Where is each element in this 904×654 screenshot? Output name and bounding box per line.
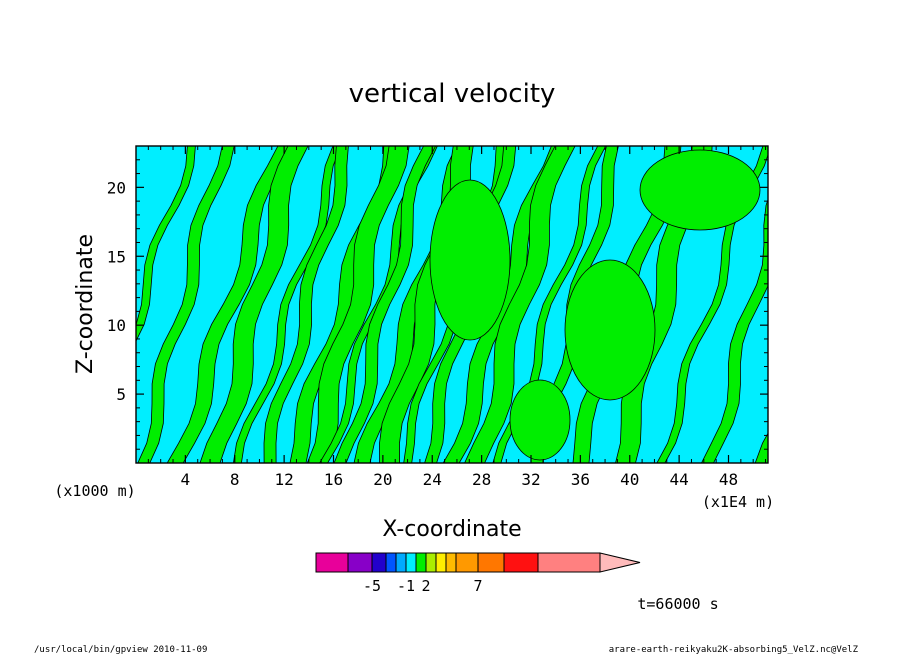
x-tick-label: 40 (620, 470, 639, 489)
positive-band (199, 146, 309, 463)
colorbar-swatch (477, 552, 505, 573)
colorbar-swatch (415, 552, 427, 573)
positive-band (492, 146, 607, 463)
colorbar-swatch (371, 552, 387, 573)
x-axis: 4 8 12 16 20 24 28 32 36 40 44 48 (147, 146, 767, 489)
x-tick-label: 20 (373, 470, 392, 489)
positive-band (136, 146, 196, 342)
colorbar-swatch (347, 552, 373, 573)
colorbar-tick-label: -5 (363, 577, 381, 595)
positive-band (701, 198, 768, 463)
x-tick-label: 36 (571, 470, 590, 489)
plot-area (135, 145, 769, 464)
y-tick-label: 10 (107, 316, 126, 335)
footer-left: /usr/local/bin/gpview 2010-11-09 (34, 645, 207, 654)
x-axis-label: X-coordinate (382, 517, 521, 542)
y-axis-label: Z-coordinate (73, 234, 98, 374)
colorbar-tick-label: -1 (397, 577, 415, 595)
x-tick-label: 4 (181, 470, 191, 489)
colorbar-swatch (315, 552, 349, 573)
colorbar-swatch (425, 552, 437, 573)
y-tick-label: 15 (107, 247, 126, 266)
x-tick-label: 28 (472, 470, 491, 489)
positive-band (137, 146, 235, 463)
positive-lobe (564, 259, 656, 401)
positive-band (615, 146, 713, 463)
colorbar-swatch (385, 552, 397, 573)
positive-band (263, 146, 349, 463)
positive-band (464, 146, 576, 463)
positive-band (166, 146, 295, 463)
x-tick-label: 44 (669, 470, 688, 489)
y-tick-label: 5 (116, 385, 126, 404)
colorbar-swatch (455, 552, 479, 573)
positive-band (442, 146, 568, 463)
x-tick-label: 8 (230, 470, 240, 489)
x-tick-label: 12 (274, 470, 293, 489)
x-tick-label: 48 (719, 470, 738, 489)
positive-lobe (509, 379, 571, 461)
positive-lobe (639, 149, 761, 231)
colorbar-swatch (395, 552, 407, 573)
colorbar-tick-label: 7 (473, 577, 482, 595)
colorbar-swatch (537, 552, 601, 573)
footer-right: arare-earth-reikyaku2K-absorbing5_VelZ.n… (609, 645, 859, 654)
chart-title: vertical velocity (349, 79, 556, 109)
positive-lobe (429, 179, 511, 341)
time-annotation: t=66000 s (637, 595, 718, 613)
y-tick-label: 20 (107, 178, 126, 197)
x-tick-label: 32 (521, 470, 540, 489)
colorbar-tick-label: 2 (421, 577, 430, 595)
x-tick-label: 24 (423, 470, 442, 489)
velocity-bands (136, 146, 768, 463)
colorbar-swatch (435, 552, 447, 573)
positive-band (656, 146, 768, 463)
colorbar-extension (599, 552, 641, 573)
positive-band (306, 146, 410, 463)
y-unit-label: (x1000 m) (54, 482, 135, 500)
x-tick-label: 16 (324, 470, 343, 489)
plot-frame (135, 145, 769, 464)
colorbar-swatch (405, 552, 417, 573)
positive-band (333, 146, 437, 463)
positive-band (754, 432, 768, 463)
colorbar-swatch (503, 552, 539, 573)
colorbar-swatch (445, 552, 457, 573)
y-axis: 5 10 15 20 (107, 159, 768, 450)
colorbar-tick-labels: -5 -1 2 7 (363, 577, 483, 595)
x-unit-label: (x1E4 m) (702, 493, 774, 511)
colorbar (315, 552, 641, 573)
